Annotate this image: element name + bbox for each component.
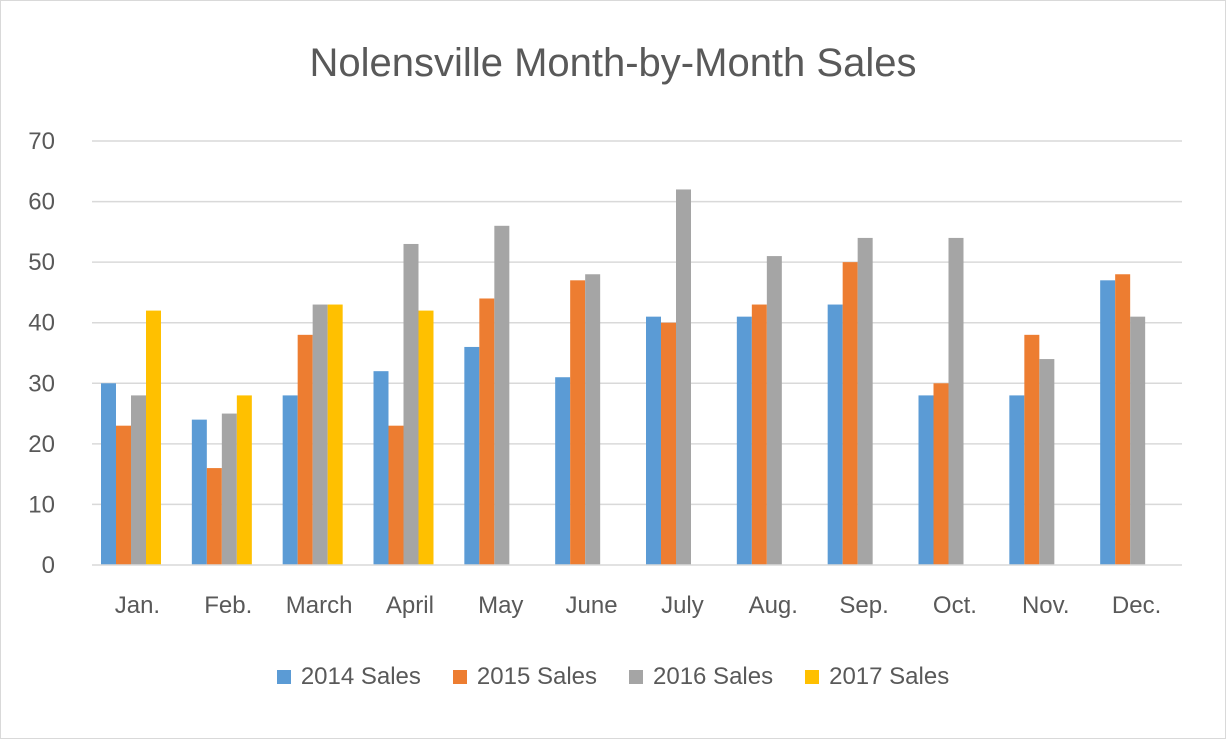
x-tick-label: April — [386, 592, 434, 619]
bar-2014-sales-9 — [918, 395, 934, 565]
legend-swatch — [629, 670, 643, 684]
bar-2015-sales-6 — [661, 322, 676, 565]
bar-2014-sales-0 — [101, 383, 116, 565]
bar-2016-sales-4 — [494, 225, 510, 566]
bar-2015-sales-7 — [751, 304, 767, 565]
bar-2014-sales-6 — [646, 316, 661, 565]
bar-2015-sales-3 — [388, 425, 404, 565]
legend-swatch — [276, 670, 291, 684]
y-tick-label: 20 — [28, 431, 55, 458]
bar-2015-sales-5 — [570, 280, 586, 565]
bar-2015-sales-1 — [206, 468, 222, 565]
x-tick-label: Feb. — [204, 592, 252, 619]
legend-label: 2017 Sales — [829, 663, 950, 690]
bar-2015-sales-10 — [1024, 334, 1040, 565]
bar-2015-sales-8 — [842, 262, 858, 565]
x-tick-label: Sep. — [839, 592, 888, 619]
legend-swatch — [452, 670, 467, 684]
legend-label: 2014 Sales — [300, 663, 421, 690]
legend-item: 2014 Sales — [276, 663, 421, 691]
x-tick-label: Nov. — [1022, 592, 1070, 619]
bar-2015-sales-9 — [933, 383, 949, 565]
bar-2016-sales-6 — [676, 189, 691, 565]
bar-2017-sales-2 — [327, 304, 343, 565]
x-tick-label: Oct. — [933, 592, 977, 619]
bar-2016-sales-10 — [1039, 359, 1055, 565]
x-tick-label: May — [478, 592, 523, 619]
bar-2017-sales-0 — [146, 310, 161, 565]
y-tick-label: 0 — [42, 552, 55, 579]
bar-2014-sales-1 — [191, 419, 207, 565]
bar-2016-sales-0 — [131, 395, 146, 565]
y-tick-label: 40 — [28, 310, 55, 337]
bar-2015-sales-11 — [1115, 274, 1131, 565]
chart-title: Nolensville Month-by-Month Sales — [309, 41, 917, 85]
bar-2014-sales-4 — [464, 346, 480, 565]
bar-2015-sales-4 — [479, 298, 495, 565]
bar-2017-sales-3 — [418, 310, 434, 565]
bar-2014-sales-7 — [736, 316, 752, 565]
bar-2014-sales-11 — [1100, 280, 1116, 565]
x-tick-label: Jan. — [115, 592, 160, 619]
bar-2016-sales-8 — [857, 237, 873, 565]
bar-2016-sales-5 — [585, 274, 601, 565]
bar-2014-sales-5 — [555, 377, 571, 565]
y-tick-label: 70 — [28, 128, 55, 155]
x-tick-label: July — [661, 592, 704, 619]
y-tick-label: 30 — [28, 370, 55, 397]
legend-swatch — [805, 670, 820, 684]
x-tick-label: March — [286, 592, 353, 619]
bar-2016-sales-2 — [312, 304, 328, 565]
y-tick-label: 60 — [28, 189, 55, 216]
y-tick-label: 10 — [28, 491, 55, 518]
bar-2017-sales-1 — [236, 395, 252, 565]
bar-2014-sales-2 — [282, 395, 298, 565]
x-tick-label: June — [566, 592, 618, 619]
bar-2016-sales-1 — [221, 413, 237, 565]
x-tick-label: Aug. — [749, 592, 798, 619]
bar-2016-sales-7 — [766, 256, 782, 565]
legend: 2014 Sales 2015 Sales 2016 Sales 2017 Sales — [1, 663, 1225, 691]
bar-2015-sales-0 — [116, 425, 131, 565]
bar-2016-sales-9 — [948, 237, 964, 565]
legend-label: 2016 Sales — [653, 663, 774, 690]
bar-2016-sales-11 — [1130, 316, 1146, 565]
legend-item: 2015 Sales — [452, 663, 597, 691]
legend-item: 2017 Sales — [805, 663, 949, 691]
y-tick-label: 50 — [28, 249, 55, 276]
bar-2016-sales-3 — [403, 243, 419, 565]
bar-2014-sales-8 — [827, 304, 843, 565]
bar-2014-sales-10 — [1009, 395, 1025, 565]
legend-label: 2015 Sales — [476, 663, 597, 690]
legend-item: 2016 Sales — [629, 663, 773, 691]
bar-2015-sales-2 — [297, 334, 313, 565]
bar-2014-sales-3 — [373, 371, 389, 565]
x-tick-label: Dec. — [1112, 592, 1161, 619]
